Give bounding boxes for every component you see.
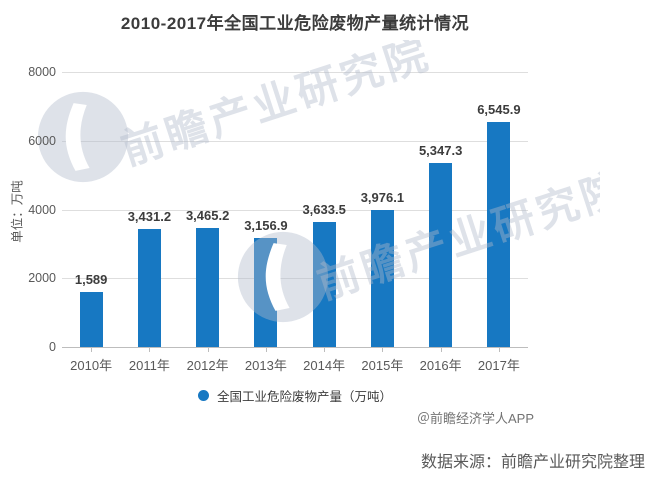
bar-2014年 <box>312 222 336 347</box>
bar-value-label: 1,589 <box>74 272 108 288</box>
legend: 全国工业危险废物产量（万吨） <box>62 386 528 405</box>
gridline <box>62 72 528 73</box>
legend-label: 全国工业危险废物产量（万吨） <box>216 390 392 404</box>
x-axis-label: 2016年 <box>419 358 462 373</box>
x-axis-label: 2017年 <box>477 358 520 373</box>
gridline <box>62 278 528 280</box>
gridline <box>62 140 528 142</box>
bar-value-label: 6,545.9 <box>477 102 521 117</box>
x-axis-tick <box>91 348 93 352</box>
x-axis-tick <box>324 348 326 352</box>
x-axis-label: 2013年 <box>244 358 287 373</box>
bar-value-label: 3,431.2 <box>127 209 172 225</box>
legend-marker-icon <box>197 390 209 401</box>
x-axis-line <box>62 347 528 348</box>
app-credit: ＠前瞻经济学人APP <box>417 411 535 426</box>
x-axis-tick <box>440 348 442 352</box>
bar-2016年 <box>429 163 453 347</box>
bar-2015年 <box>370 210 394 347</box>
x-axis-tick <box>382 348 384 352</box>
bar-value-label: 3,465.2 <box>185 207 230 223</box>
x-axis-label: 2011年 <box>128 358 170 373</box>
y-axis-tick-label: 4000 <box>28 202 56 217</box>
y-axis-tick-label: 6000 <box>28 133 56 148</box>
bar-2011年 <box>137 229 161 347</box>
x-axis-label: 2015年 <box>361 358 404 373</box>
plot-area: 1,589 3,431.2 3,465.2 3,156.9 3,633.5 3,976.1… <box>62 72 528 347</box>
x-axis-label: 2010年 <box>70 358 113 373</box>
data-source-note: 数据来源：前瞻产业研究院整理 <box>420 454 645 471</box>
bar-value-label: 3,633.5 <box>302 202 346 218</box>
chart-title: 2010-2017年全国工业危险废物产量统计情况 <box>120 14 470 33</box>
x-axis-tick <box>149 348 151 352</box>
x-axis-tick <box>265 348 267 352</box>
bar-value-label: 5,347.3 <box>418 143 463 159</box>
bar-value-label: 3,976.1 <box>360 190 405 206</box>
bar-2013年 <box>254 238 278 347</box>
y-axis-tick-label: 8000 <box>28 65 56 79</box>
bar-2010年 <box>79 292 103 347</box>
y-axis-unit-label: 单位：万吨 <box>10 180 25 243</box>
bar-2017年 <box>487 122 511 347</box>
x-axis-label: 2014年 <box>303 358 346 373</box>
x-axis-tick <box>207 348 209 352</box>
bar-value-label: 3,156.9 <box>244 218 288 234</box>
gridline <box>62 209 528 211</box>
y-axis-tick-label: 2000 <box>28 271 56 286</box>
bar-2012年 <box>196 227 220 347</box>
x-axis-label: 2012年 <box>186 358 229 373</box>
x-axis-tick <box>498 348 500 352</box>
y-axis-tick-label: 0 <box>49 340 56 354</box>
x-axis-labels: 2010年 2011年 2012年 2013年 2014年 2015年 2016年 2017年 <box>62 355 528 374</box>
